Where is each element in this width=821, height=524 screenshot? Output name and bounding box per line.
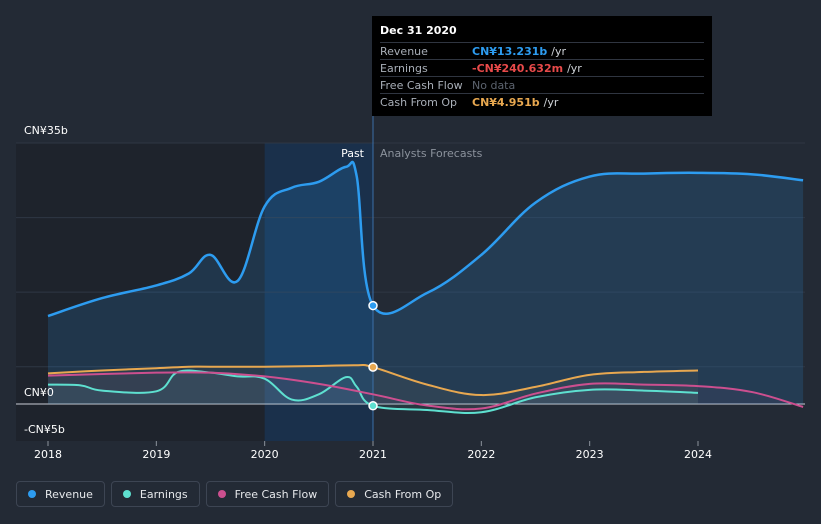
tooltip-unit: /yr bbox=[567, 61, 582, 75]
tooltip-value: CN¥4.951b bbox=[472, 95, 540, 109]
revenue-area bbox=[48, 161, 804, 404]
revenue-marker bbox=[368, 300, 378, 311]
tooltip-label: Free Cash Flow bbox=[380, 78, 463, 92]
legend-item-earnings[interactable]: Earnings bbox=[110, 481, 200, 507]
x-tick-label: 2021 bbox=[359, 448, 387, 461]
free-cash-flow-dot-icon bbox=[217, 490, 226, 498]
x-tick-label: 2023 bbox=[576, 448, 604, 461]
y-tick-label-zero: CN¥0 bbox=[24, 386, 54, 399]
free-cash-flow-area bbox=[48, 372, 804, 410]
cash-from-op-marker bbox=[368, 362, 378, 372]
y-tick-label-top: CN¥35b bbox=[24, 124, 68, 137]
tooltip: Dec 31 2020 Revenue CN¥13.231b /yr Earni… bbox=[372, 16, 712, 116]
revenue-line bbox=[47, 160, 804, 318]
legend-item-revenue[interactable]: Revenue bbox=[16, 481, 105, 507]
x-tick-label: 2020 bbox=[251, 448, 279, 461]
series-lines bbox=[47, 160, 804, 414]
x-tick-label: 2024 bbox=[684, 448, 712, 461]
tooltip-value: No data bbox=[472, 78, 516, 92]
tooltip-row-earnings: Earnings -CN¥240.632m /yr bbox=[380, 59, 704, 76]
legend-item-free-cash-flow[interactable]: Free Cash Flow bbox=[205, 481, 330, 507]
forecast-label: Analysts Forecasts bbox=[380, 147, 483, 160]
revenue-dot-icon bbox=[28, 490, 36, 498]
y-tick-label-bottom: -CN¥5b bbox=[24, 423, 65, 436]
legend-label: Revenue bbox=[45, 487, 93, 501]
earnings-area bbox=[48, 370, 698, 413]
legend-label: Cash From Op bbox=[364, 487, 442, 501]
x-tick-label: 2022 bbox=[467, 448, 495, 461]
free-cash-flow-line bbox=[47, 371, 804, 411]
series-markers bbox=[368, 300, 378, 411]
earnings-line bbox=[47, 369, 699, 414]
legend-label: Earnings bbox=[139, 487, 188, 501]
x-tick-label: 2018 bbox=[34, 448, 62, 461]
tooltip-value: CN¥13.231b bbox=[472, 44, 548, 58]
earnings-marker bbox=[368, 401, 378, 411]
tooltip-row-cash-from-op: Cash From Op CN¥4.951b /yr bbox=[380, 93, 704, 110]
legend-item-cash-from-op[interactable]: Cash From Op bbox=[335, 481, 454, 507]
cash-from-op-line bbox=[47, 363, 699, 397]
cash-from-op-dot-icon bbox=[347, 490, 356, 498]
tooltip-row-free-cash-flow: Free Cash Flow No data bbox=[380, 76, 704, 93]
tooltip-unit: /yr bbox=[551, 44, 567, 58]
legend: Revenue Earnings Free Cash Flow Cash Fro… bbox=[16, 481, 454, 507]
x-axis: 2018 2019 2020 2021 2022 2023 2024 bbox=[34, 441, 712, 461]
tooltip-unit: /yr bbox=[543, 95, 559, 109]
legend-label: Free Cash Flow bbox=[234, 487, 318, 501]
tooltip-value: -CN¥240.632m bbox=[472, 61, 564, 75]
tooltip-row-revenue: Revenue CN¥13.231b /yr bbox=[380, 42, 704, 59]
x-tick-label: 2019 bbox=[142, 448, 170, 461]
gridlines bbox=[16, 142, 805, 405]
tooltip-label: Revenue bbox=[380, 44, 428, 58]
earnings-dot-icon bbox=[122, 490, 131, 498]
tooltip-label: Cash From Op bbox=[380, 95, 458, 109]
tooltip-label: Earnings bbox=[380, 61, 428, 75]
tooltip-date: Dec 31 2020 bbox=[380, 24, 457, 37]
past-label: Past bbox=[341, 147, 365, 160]
